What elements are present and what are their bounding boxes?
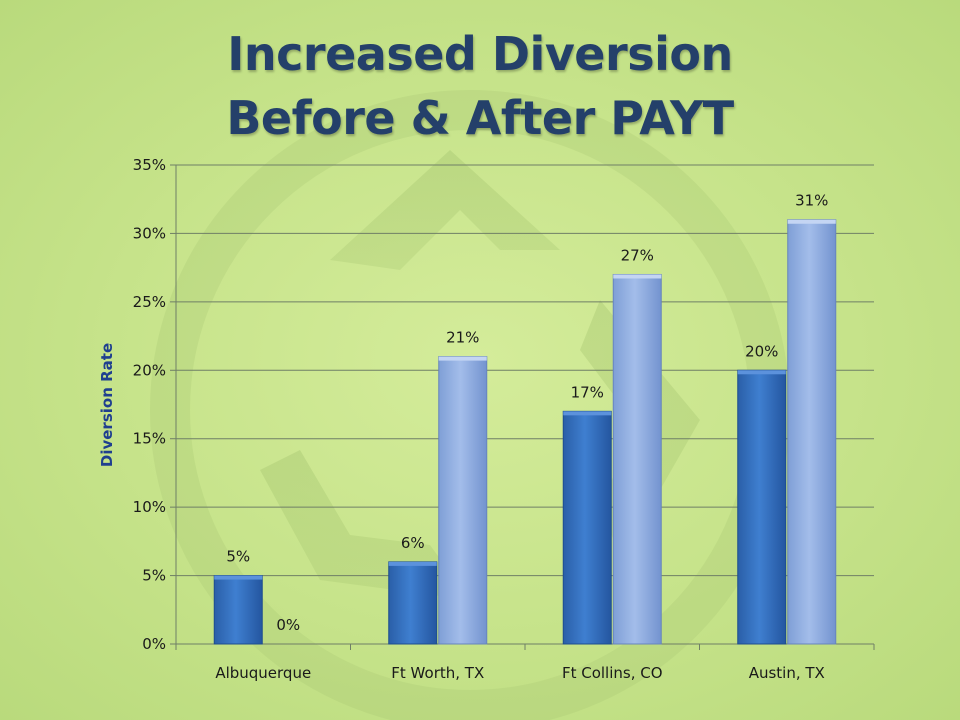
- bar: [438, 356, 488, 645]
- data-label: 20%: [745, 342, 778, 360]
- data-label: 27%: [621, 246, 654, 264]
- y-tick-label: 25%: [133, 293, 166, 311]
- data-label: 0%: [276, 616, 300, 634]
- data-label: 6%: [401, 534, 425, 552]
- title-line-1: Increased Diversion: [227, 27, 733, 81]
- y-tick-label: 5%: [142, 567, 166, 585]
- bar-top-highlight: [438, 356, 487, 361]
- y-tick-label: 20%: [133, 361, 166, 379]
- category-label: Austin, TX: [749, 664, 825, 682]
- bars: [213, 219, 837, 645]
- category-labels: Albuquerque Ft Worth, TX Ft Collins, CO Aus…: [215, 664, 825, 682]
- category-label: Albuquerque: [215, 664, 311, 682]
- bar: [388, 561, 438, 645]
- data-label: 21%: [446, 329, 479, 347]
- y-axis-label: Diversion Rate: [98, 343, 116, 467]
- bar: [737, 369, 787, 645]
- bar-top-highlight: [563, 411, 612, 416]
- bar-top-highlight: [737, 370, 786, 375]
- data-label: 17%: [571, 383, 604, 401]
- y-tick-label: 10%: [133, 498, 166, 516]
- slide-title: Increased Diversion Before & After PAYT: [0, 22, 960, 150]
- bar: [213, 575, 263, 645]
- title-line-2: Before & After PAYT: [226, 91, 734, 145]
- bar: [787, 219, 837, 645]
- y-tick-labels: 0% 5% 10% 15% 20% 25% 30% 35%: [133, 156, 166, 653]
- y-tick-label: 15%: [133, 430, 166, 448]
- data-labels: 5% 0% 6% 21% 17% 27% 20% 31%: [226, 192, 828, 634]
- bar-top-highlight: [214, 575, 263, 580]
- bar: [612, 273, 662, 645]
- y-tick-label: 0%: [142, 635, 166, 653]
- category-label: Ft Worth, TX: [391, 664, 484, 682]
- bar-top-highlight: [388, 561, 437, 566]
- bar: [562, 410, 612, 645]
- data-label: 31%: [795, 192, 828, 210]
- y-tick-label: 35%: [133, 156, 166, 174]
- y-tick-label: 30%: [133, 224, 166, 242]
- bar-top-highlight: [787, 219, 836, 224]
- data-label: 5%: [226, 548, 250, 566]
- category-label: Ft Collins, CO: [562, 664, 663, 682]
- bar-top-highlight: [613, 274, 662, 279]
